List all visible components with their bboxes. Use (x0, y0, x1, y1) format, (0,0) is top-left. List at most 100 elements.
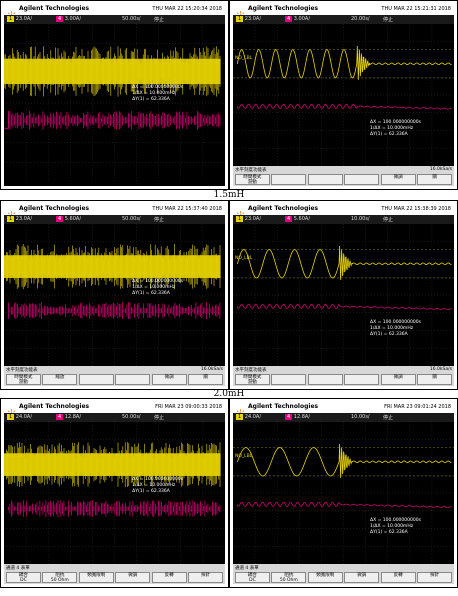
softkey-button[interactable] (307, 174, 343, 185)
softkey-button[interactable]: 頻寬限制 (307, 572, 343, 583)
waveform-svg (4, 422, 225, 564)
softkey-button[interactable]: 微調 (151, 374, 187, 385)
softkey-button[interactable]: 探針 (417, 572, 452, 583)
softkey-button[interactable]: 反轉 (380, 572, 416, 583)
measurement-line: 1/ΔX = 10.000mHz (370, 523, 414, 529)
scope-cell: Agilent Technologies THU MAR 22 15:38:39 … (229, 200, 458, 390)
ch1-waveform (236, 444, 452, 478)
softkey-menu-title: 水平刻度功能表 (6, 368, 38, 373)
brand-bar: Agilent Technologies THU MAR 22 15:37:40 … (4, 204, 225, 220)
softkey-button[interactable]: 時間模式 游動 (235, 374, 270, 385)
oscilloscope-screenshot: Agilent Technologies THU MAR 22 15:37:40 … (4, 204, 225, 386)
cursor-measurements: ΔX = 100.000000000s 1/ΔX = 10.000mHz ΔY(1)… (370, 518, 421, 536)
softkey-button[interactable] (78, 374, 114, 385)
softkey-button[interactable]: 耦合 DC (235, 572, 270, 583)
ch2-waveform (8, 302, 221, 320)
softkey-button[interactable] (271, 174, 307, 185)
run-state: 停止 (154, 415, 165, 421)
brand-name: Agilent Technologies (248, 5, 319, 12)
run-state: 停止 (383, 217, 394, 223)
softkey-button[interactable] (344, 174, 380, 185)
softkey-button[interactable]: 微調 (344, 572, 380, 583)
softkey-menu-title: 通道 4 表單 (235, 566, 259, 571)
ch1-scale-value: 23.0A/ (243, 216, 262, 222)
status-bar: 1 23.0A/4 5.60A/50.00s/停止 (4, 215, 225, 224)
ch1-scale: 1 24.0A/ (236, 414, 261, 420)
softkey-button[interactable]: 關 (188, 374, 223, 385)
softkey-button[interactable]: 微調 (380, 174, 416, 185)
softkey-button[interactable]: 關 (417, 174, 452, 185)
softkey-button[interactable]: 耦合 DC (6, 572, 41, 583)
run-state: 停止 (154, 217, 165, 223)
softkey-bar: 水平刻度功能表 16.0kSa/s 時間模式 游動 縮放 微調關 (4, 366, 225, 386)
run-state: 停止 (383, 415, 394, 421)
ch1-chip: 1 (236, 216, 244, 222)
ch2-step (4, 110, 9, 129)
softkey-button[interactable]: 縮放 (42, 374, 78, 385)
agilent-logo-icon (7, 205, 16, 220)
datetime: THU MAR 22 15:20:34 2018 (152, 6, 222, 12)
measurement-line: 1/ΔX = 10.000mHz (132, 91, 176, 97)
brand-bar: Agilent Technologies THU MAR 22 15:20:34 … (4, 4, 225, 20)
brand-name: Agilent Technologies (19, 403, 90, 410)
measurement-line: ΔX = 100.000000000s (132, 477, 184, 483)
waveform-svg (233, 24, 454, 166)
ch1-waveform (236, 46, 452, 80)
softkey-button[interactable]: 微調 (380, 374, 416, 385)
softkey-button[interactable] (307, 374, 343, 385)
measurement-line: ΔY(1) = 62.336A (132, 97, 170, 103)
softkey-button[interactable] (271, 374, 307, 385)
brand-name: Agilent Technologies (19, 205, 90, 212)
ch1-chip: 1 (7, 414, 15, 420)
scope-cell: Agilent Technologies THU MAR 22 15:20:34 … (0, 0, 229, 190)
cursor-measurements: ΔX = 100.000000000s 1/ΔX = 10.000mHz ΔY(1)… (370, 320, 421, 338)
run-state: 停止 (383, 17, 394, 23)
scope-cell: Agilent Technologies FRI MAR 23 09:00:33 … (0, 398, 229, 588)
softkey-button[interactable]: 反轉 (151, 572, 187, 583)
cursor-measurements: ΔX = 100.000000000s 1/ΔX = 10.000mHz ΔY(1)… (132, 85, 183, 103)
ch2-scale-value: 5.60A/ (292, 216, 311, 222)
softkey-button[interactable]: 時間模式 游動 (235, 174, 270, 185)
softkey-button[interactable]: 阻抗 50 Ohm (42, 572, 78, 583)
softkey-button[interactable] (115, 374, 151, 385)
softkey-button[interactable]: 頻寬限制 (78, 572, 114, 583)
oscilloscope-screenshot: Agilent Technologies THU MAR 22 15:21:31 … (233, 4, 454, 186)
waveform-svg (4, 24, 225, 182)
softkey-bar: 通道 4 表單 耦合 DC 阻抗 50 Ohm 頻寬限制 微調 反轉 探針 (4, 564, 225, 584)
cursor-measurements: ΔX = 100.000000000s 1/ΔX = 10.000mHz ΔY(1)… (132, 477, 183, 495)
timebase: 10.00s/ (351, 414, 370, 420)
scope-cell: Agilent Technologies THU MAR 22 15:37:40 … (0, 200, 229, 390)
ch1-waveform (4, 243, 221, 290)
softkey-menu-title: 水平刻度功能表 (235, 168, 267, 173)
softkey-button[interactable] (344, 374, 380, 385)
ch1-waveform (4, 46, 221, 97)
ch2-scale: 4 12.8A/ (56, 414, 81, 420)
trigger-label: NO_LBL (235, 55, 253, 61)
row-caption: 1.5mH (213, 190, 245, 200)
ch1-scale: 1 23.0A/ (236, 216, 261, 222)
ch2-scale-value: 3.00A/ (292, 16, 311, 22)
softkey-button[interactable]: 時間模式 游動 (6, 374, 41, 385)
ch1-scale-value: 24.0A/ (243, 414, 262, 420)
softkey-button[interactable]: 微調 (115, 572, 151, 583)
measurement-line: ΔY(1) = 62.336A (370, 131, 408, 137)
brand-bar: Agilent Technologies FRI MAR 23 09:00:33 … (4, 402, 225, 418)
datetime: THU MAR 22 15:38:39 2018 (381, 206, 451, 212)
agilent-logo-icon (236, 403, 245, 418)
ch2-scale-value: 12.8A/ (63, 414, 82, 420)
softkey-button[interactable]: 阻抗 50 Ohm (271, 572, 307, 583)
ch2-scale: 4 5.60A/ (285, 216, 310, 222)
ch1-scale: 1 23.0A/ (7, 16, 32, 22)
ch2-chip: 4 (285, 414, 293, 420)
agilent-logo-icon (7, 5, 16, 20)
ch2-waveform (237, 103, 452, 110)
ch1-waveform (236, 246, 452, 280)
timebase: 50.00s/ (122, 216, 141, 222)
ch2-chip: 4 (56, 216, 64, 222)
softkey-button[interactable]: 探針 (188, 572, 223, 583)
softkey-button[interactable]: 關 (417, 374, 452, 385)
timebase: 50.00s/ (122, 16, 141, 22)
ch2-chip: 4 (56, 414, 64, 420)
measurement-line: ΔX = 100.000000000s (132, 279, 184, 285)
run-state: 停止 (154, 17, 165, 23)
